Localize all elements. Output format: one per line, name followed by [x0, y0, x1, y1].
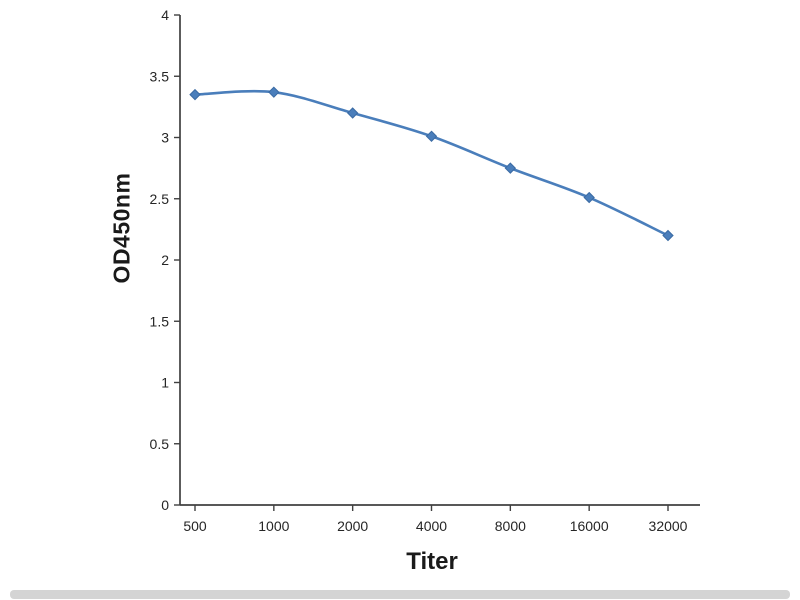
- x-tick-label: 4000: [416, 518, 447, 534]
- data-point-marker: [346, 107, 359, 119]
- y-tick-label: 0: [161, 497, 169, 513]
- bottom-divider: [10, 590, 790, 599]
- y-tick-labels: 0 0.5 1 1.5 2 2.5 3 3.5 4: [150, 7, 180, 513]
- data-point-marker: [504, 162, 517, 174]
- data-point-marker: [189, 88, 201, 101]
- y-axis-title: OD450nm: [108, 172, 135, 284]
- x-tick-labels: 500 1000 2000 4000 8000 16000 32000: [183, 505, 688, 534]
- y-tick-label: 3: [161, 130, 169, 146]
- axes: [179, 15, 700, 506]
- x-tick-label: 500: [183, 518, 207, 534]
- y-tick-label: 1.5: [150, 313, 170, 329]
- y-tick-label: 0.5: [150, 436, 170, 452]
- y-tick-label: 4: [161, 7, 169, 23]
- data-point-marker: [583, 191, 595, 204]
- x-tick-label: 8000: [495, 518, 526, 534]
- data-point-marker: [425, 130, 438, 142]
- y-tick-label: 2: [161, 252, 169, 268]
- y-tick-label: 2.5: [150, 191, 170, 207]
- y-tick-label: 1: [161, 375, 169, 391]
- x-tick-label: 16000: [570, 518, 609, 534]
- y-tick-label: 3.5: [150, 68, 170, 84]
- x-tick-label: 32000: [649, 518, 688, 534]
- data-series: [189, 86, 674, 242]
- data-line: [193, 89, 670, 237]
- x-tick-label: 2000: [337, 518, 368, 534]
- data-point-marker: [268, 86, 280, 98]
- x-tick-label: 1000: [258, 518, 289, 534]
- x-axis-title: Titer: [406, 548, 458, 575]
- data-point-marker: [662, 229, 674, 242]
